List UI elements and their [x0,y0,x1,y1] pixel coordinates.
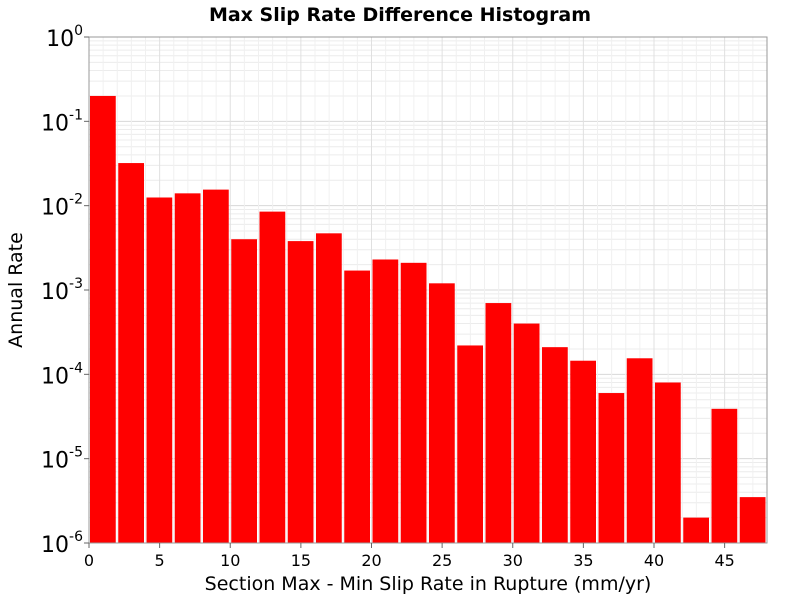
y-tick-label: 10-4 [41,360,83,389]
x-tick-label: 0 [84,551,94,570]
histogram-bar [287,241,314,543]
histogram-bar [429,283,455,543]
grid-lines [89,37,767,544]
histogram-bar [457,345,483,543]
x-tick-label: 35 [573,551,593,570]
histogram-bar [203,189,229,543]
y-tick-label: 10-3 [41,276,83,305]
histogram-bar [259,211,286,543]
chart-title: Max Slip Rate Difference Histogram [209,4,591,26]
histogram-bar [372,259,399,543]
x-tick-label: 25 [432,551,452,570]
histogram-bar [231,239,257,544]
y-axis-label: Annual Rate [5,232,27,348]
histogram-bar [683,517,709,543]
x-tick-label: 10 [220,551,240,570]
x-tick-label: 45 [714,551,734,570]
histogram-bar [344,270,370,543]
histogram-bar [400,262,427,543]
x-axis-label: Section Max - Min Slip Rate in Rupture (… [205,573,652,595]
y-tick-label: 100 [46,23,83,52]
histogram-bar [485,303,512,543]
x-tick-label: 5 [155,551,165,570]
y-tick-label: 10-6 [41,529,83,558]
histogram-bar [711,408,738,543]
y-tick-label: 10-1 [41,107,83,136]
histogram-bar [513,323,540,543]
x-tick-label: 15 [291,551,311,570]
y-tick-label: 10-5 [41,445,83,474]
histogram-bar [146,197,173,543]
histogram-bar [118,163,144,544]
histogram-bar [739,497,766,543]
y-tick-label: 10-2 [41,192,83,221]
histogram-bar [655,382,681,543]
histogram-bar [570,360,596,543]
histogram-bar [90,95,116,543]
histogram-bar [598,393,625,543]
histogram-bar [174,193,201,543]
y-ticks: 100 10-1 10-2 10-3 10-4 10-5 10-6 [41,23,89,558]
x-tick-label: 30 [503,551,523,570]
x-tick-label: 20 [361,551,381,570]
x-ticks: 0 5 10 15 20 25 30 35 40 45 [84,543,735,570]
histogram-bar [542,347,568,543]
histogram-bar [626,358,653,543]
x-tick-label: 40 [644,551,664,570]
histogram-bar [316,233,342,543]
bars-group [90,95,766,544]
